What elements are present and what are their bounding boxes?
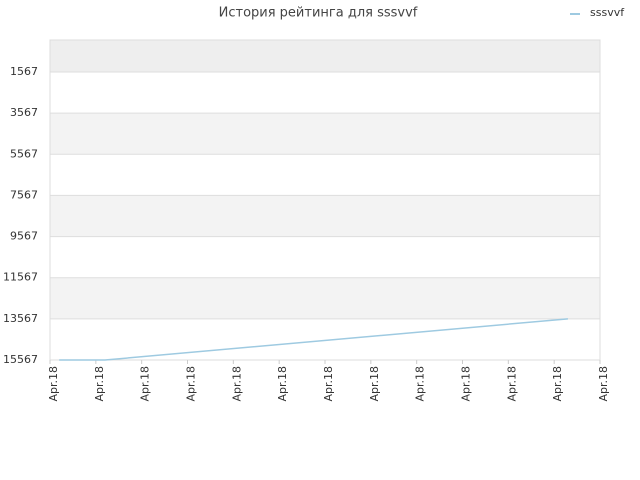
x-tick-label: Apr.18 — [368, 366, 381, 402]
x-tick-label: Apr.18 — [230, 366, 243, 402]
x-tick-label: Apr.18 — [414, 366, 427, 402]
x-tick-label: Apr.18 — [505, 366, 518, 402]
x-tick-label: Apr.18 — [551, 366, 564, 402]
plot-band — [50, 40, 600, 73]
chart-title: История рейтинга для sssvvf — [219, 6, 418, 21]
plot-band — [50, 113, 600, 155]
y-tick-label: 9567 — [10, 230, 38, 243]
x-tick-label: Apr.18 — [93, 366, 106, 402]
y-tick-label: 3567 — [10, 106, 38, 119]
plot-band — [50, 154, 600, 196]
plot-band — [50, 277, 600, 319]
y-tick-label: 11567 — [3, 271, 38, 284]
plot-band — [50, 318, 600, 360]
y-tick-label: 7567 — [10, 188, 38, 201]
legend-label: sssvvf — [590, 6, 625, 19]
series-line — [59, 318, 568, 361]
x-tick-label: Apr.18 — [276, 366, 289, 402]
plot-band — [50, 195, 600, 237]
plot-band — [50, 72, 600, 114]
x-tick-label: Apr.18 — [597, 366, 610, 402]
plot-band — [50, 236, 600, 278]
y-tick-label: 15567 — [3, 353, 38, 366]
x-tick-label: Apr.18 — [47, 366, 60, 402]
x-tick-label: Apr.18 — [322, 366, 335, 402]
y-tick-label: 1567 — [10, 65, 38, 78]
x-tick-label: Apr.18 — [460, 366, 473, 402]
y-tick-label: 5567 — [10, 147, 38, 160]
y-tick-label: 13567 — [3, 312, 38, 325]
x-tick-label: Apr.18 — [139, 366, 152, 402]
x-tick-label: Apr.18 — [185, 366, 198, 402]
